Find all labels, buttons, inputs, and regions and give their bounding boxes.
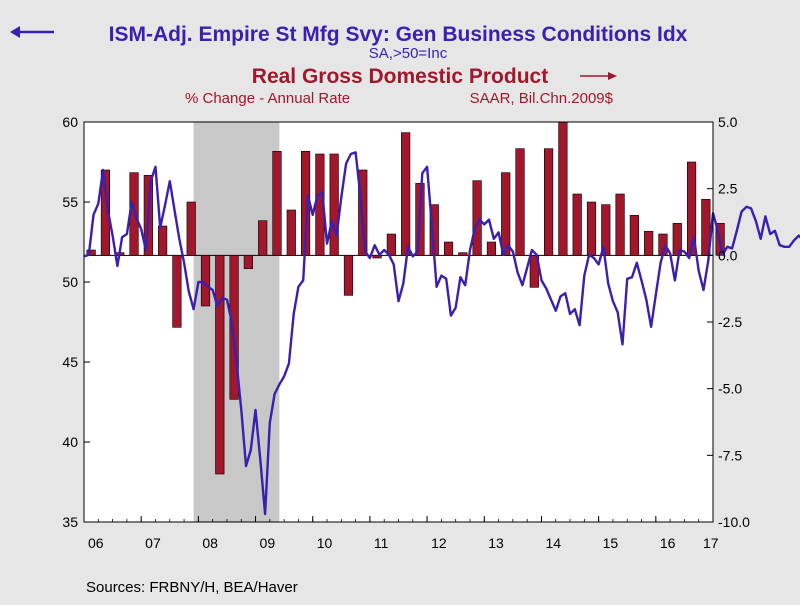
right-axis-tick-label: 2.5	[718, 181, 738, 197]
gdp-bar	[515, 148, 525, 256]
line-series-path	[83, 151, 800, 516]
gdp-bar	[243, 255, 253, 269]
gdp-bar	[544, 148, 554, 256]
x-axis-tick-label: 13	[488, 535, 504, 551]
gdp-bar	[472, 180, 482, 256]
right-axis-tick-label: -2.5	[718, 314, 742, 330]
gdp-bar	[458, 252, 468, 256]
bar-series-title-arrowhead	[608, 72, 617, 80]
x-axis-tick-label: 10	[317, 535, 333, 551]
x-axis-tick-label: 16	[660, 535, 676, 551]
gdp-bar	[629, 215, 639, 256]
gdp-bar	[215, 255, 225, 475]
gdp-bar	[386, 233, 396, 256]
gdp-bar	[501, 172, 511, 256]
right-axis-tick-label: -5.0	[718, 381, 742, 397]
x-axis-tick-label: 09	[260, 535, 276, 551]
left-axis-tick-label: 40	[62, 434, 78, 450]
gdp-bar	[158, 225, 168, 256]
x-axis-tick-label: 15	[603, 535, 619, 551]
bar-series-subtitle-right: SAAR, Bil.Chn.2009$	[470, 90, 614, 107]
gdp-bar	[572, 193, 582, 256]
gdp-bar	[186, 201, 196, 256]
header: ISM-Adj. Empire St Mfg Svy: Gen Business…	[10, 23, 688, 107]
right-axis-tick-label: -10.0	[718, 514, 750, 530]
x-axis: 06 07 08 09 10 11 12 13 14 15 16 17	[83, 516, 719, 551]
sources-note: Sources: FRBNY/H, BEA/Haver	[86, 579, 298, 596]
right-axis: -10.0 -7.5 -5.0 -2.5 0.0 2.5 5.0	[707, 114, 750, 530]
gdp-bar	[601, 204, 611, 256]
gdp-bar	[486, 241, 497, 256]
plot-area	[84, 122, 713, 522]
x-axis-tick-label: 07	[145, 535, 161, 551]
gdp-bar	[615, 193, 625, 256]
right-axis-tick-label: 0.0	[718, 247, 738, 263]
gdp-bar	[100, 169, 111, 256]
gdp-bar	[558, 121, 568, 256]
gdp-bar	[672, 223, 682, 256]
left-axis-tick-label: 45	[62, 354, 78, 370]
left-axis: 35 40 45 50 55 60	[62, 114, 90, 530]
gdp-bar	[329, 153, 339, 256]
x-axis-tick-label: 11	[374, 535, 389, 551]
x-axis-tick-label: 06	[88, 535, 104, 551]
gdp-bar	[644, 231, 654, 256]
gdp-bar	[686, 161, 697, 256]
left-axis-tick-label: 60	[62, 114, 78, 130]
gdp-bar	[86, 249, 96, 256]
left-axis-tick-label: 50	[62, 274, 78, 290]
gdp-bar	[286, 209, 296, 256]
gdp-bar	[401, 132, 411, 256]
x-axis-tick-label: 08	[202, 535, 218, 551]
gdp-bar	[586, 201, 597, 256]
left-axis-tick-label: 55	[62, 194, 78, 210]
gdp-bar	[343, 255, 354, 296]
left-axis-tick-label: 35	[62, 514, 78, 530]
x-axis-tick-label: 12	[431, 535, 447, 551]
line-series-subtitle: SA,>50=Inc	[369, 45, 448, 62]
right-axis-tick-label: -7.5	[718, 447, 742, 463]
gdp-bar	[172, 255, 182, 328]
bar-series-subtitle-left: % Change - Annual Rate	[185, 90, 350, 107]
gdp-bar	[372, 255, 382, 259]
gdp-bar	[229, 255, 239, 400]
line-series-title-arrowhead	[10, 26, 20, 38]
x-axis-tick-label: 14	[545, 535, 561, 551]
gdp-bar	[443, 241, 454, 256]
bar-series-title: Real Gross Domestic Product	[252, 65, 548, 88]
gdp-bar	[701, 199, 711, 256]
line-series-title: ISM-Adj. Empire St Mfg Svy: Gen Business…	[109, 23, 688, 46]
gdp-bar	[258, 220, 268, 256]
gdp-bar	[200, 255, 211, 307]
right-axis-tick-label: 5.0	[718, 114, 738, 130]
x-axis-tick-label: 17	[703, 535, 719, 551]
gdp-bar	[272, 151, 282, 256]
